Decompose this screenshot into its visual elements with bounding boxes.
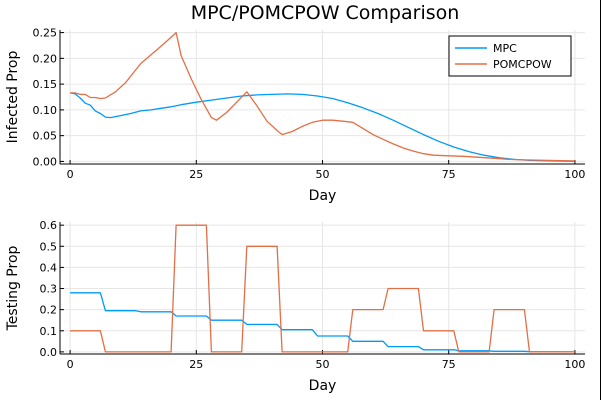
infected-ytick-label-2: 0.10 [33, 104, 58, 117]
infected-ytick-label-1: 0.05 [33, 130, 58, 143]
testing-xtick-label-3: 75 [442, 358, 456, 371]
infected-xtick-label-2: 50 [316, 168, 330, 181]
infected-ytick-label-3: 0.15 [33, 78, 58, 91]
infected-legend-label-pomcpow: POMCPOW [493, 58, 552, 71]
infected-xtick-label-1: 25 [189, 168, 203, 181]
testing-ytick-label-4: 0.4 [40, 261, 58, 274]
chart-title: MPC/POMCPOW Comparison [191, 2, 460, 24]
testing-ytick-label-3: 0.3 [40, 283, 58, 296]
infected-xtick-label-3: 75 [442, 168, 456, 181]
infected-panel: 0 25 50 75 100 0.00 0.05 0.10 0.15 0.20 0.25 Day Inf… [5, 27, 585, 204]
testing-xtick-label-1: 25 [189, 358, 203, 371]
testing-series-mpc [70, 292, 575, 353]
testing-ytick-label-6: 0.6 [40, 219, 58, 232]
infected-xlabel: Day [309, 188, 337, 204]
infected-ytick-label-5: 0.25 [33, 27, 58, 40]
infected-ytick-label-0: 0.00 [33, 155, 58, 168]
infected-ytick-label-4: 0.20 [33, 52, 58, 65]
infected-xtick-label-4: 100 [564, 168, 585, 181]
testing-xtick-label-4: 100 [564, 358, 585, 371]
testing-ytick-label-0: 0.0 [40, 346, 58, 359]
testing-xtick-label-2: 50 [316, 358, 330, 371]
infected-xtick-label-0: 0 [67, 168, 74, 181]
infected-legend-label-mpc: MPC [493, 42, 517, 55]
testing-xtick-label-0: 0 [67, 358, 74, 371]
testing-panel: 0 25 50 75 100 0.0 0.1 0.2 0.3 0.4 0.5 0.6 Day Testin… [5, 219, 585, 394]
testing-series-pomcpow [70, 224, 575, 353]
infected-ylabel: Infected Prop [5, 51, 21, 144]
testing-ylabel: Testing Prop [5, 246, 21, 332]
testing-ytick-label-5: 0.5 [40, 240, 58, 253]
testing-ytick-label-2: 0.2 [40, 304, 58, 317]
testing-ytick-label-1: 0.1 [40, 325, 58, 338]
infected-series-pomcpow [70, 31, 575, 162]
infected-legend [448, 35, 572, 77]
testing-xlabel: Day [309, 378, 337, 394]
